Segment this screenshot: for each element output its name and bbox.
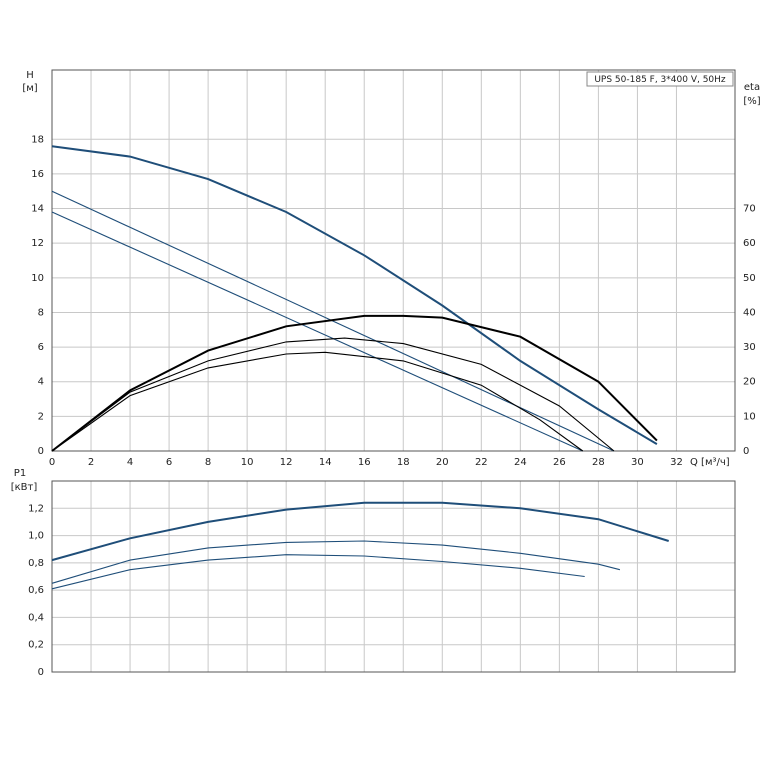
y-tick-label: 0,8 bbox=[28, 558, 44, 569]
x-tick-label: 10 bbox=[241, 457, 254, 468]
x-tick-label: 32 bbox=[670, 457, 683, 468]
x-tick-label: 18 bbox=[397, 457, 410, 468]
y-tick-label: 6 bbox=[38, 342, 44, 353]
x-tick-label: 22 bbox=[475, 457, 488, 468]
curve bbox=[51, 145, 658, 445]
y2-tick-label: 70 bbox=[743, 204, 756, 215]
curve bbox=[51, 337, 615, 452]
x-tick-label: 16 bbox=[358, 457, 371, 468]
x-tick-label: 28 bbox=[592, 457, 605, 468]
chart-title: UPS 50-185 F, 3*400 V, 50Hz bbox=[594, 75, 726, 85]
y-tick-label: 14 bbox=[31, 204, 44, 215]
x-tick-label: 0 bbox=[49, 457, 55, 468]
x-tick-label: 8 bbox=[205, 457, 211, 468]
curve bbox=[51, 540, 621, 584]
y-tick-label: 0,6 bbox=[28, 585, 44, 596]
y-tick-label: 1,2 bbox=[28, 503, 44, 514]
y2-axis-label: eta bbox=[744, 82, 760, 93]
x-tick-label: 12 bbox=[280, 457, 293, 468]
y2-tick-label: 10 bbox=[743, 411, 756, 422]
y-tick-label: 0,4 bbox=[28, 612, 44, 623]
x-tick-label: 24 bbox=[514, 457, 527, 468]
y-tick-label: 0,2 bbox=[28, 640, 44, 651]
y-tick-label: 12 bbox=[31, 238, 44, 249]
y2-tick-label: 20 bbox=[743, 377, 756, 388]
curve bbox=[51, 501, 669, 562]
x-tick-label: 4 bbox=[127, 457, 133, 468]
title-box bbox=[586, 71, 734, 87]
curve bbox=[51, 211, 584, 452]
y2-tick-label: 50 bbox=[743, 273, 756, 284]
y-tick-label: 4 bbox=[38, 377, 44, 388]
y-axis-unit: [кВт] bbox=[11, 482, 38, 493]
y2-tick-label: 30 bbox=[743, 342, 756, 353]
y-axis-label: H bbox=[26, 70, 34, 81]
y-axis-unit: [м] bbox=[22, 83, 37, 94]
y-tick-label: 16 bbox=[31, 169, 44, 180]
x-tick-label: 14 bbox=[319, 457, 332, 468]
plot-frame bbox=[51, 69, 736, 452]
y-tick-label: 18 bbox=[31, 134, 44, 145]
plot-frame bbox=[51, 480, 736, 673]
x-tick-label: 6 bbox=[166, 457, 172, 468]
x-tick-label: 20 bbox=[436, 457, 449, 468]
y-tick-label: 1,0 bbox=[28, 531, 44, 542]
curve bbox=[51, 314, 658, 452]
y-axis-label: P1 bbox=[14, 468, 26, 479]
y2-tick-label: 40 bbox=[743, 307, 756, 318]
x-tick-label: 2 bbox=[88, 457, 94, 468]
x-tick-label: 30 bbox=[631, 457, 644, 468]
y2-tick-label: 0 bbox=[743, 446, 749, 457]
x-tick-label: 26 bbox=[553, 457, 566, 468]
y-tick-label: 2 bbox=[38, 411, 44, 422]
y-tick-label: 10 bbox=[31, 273, 44, 284]
y-tick-label: 8 bbox=[38, 307, 44, 318]
y-tick-label: 0 bbox=[38, 446, 44, 457]
curve bbox=[51, 190, 615, 452]
curve bbox=[51, 351, 584, 452]
x-axis-label: Q [м³/ч] bbox=[690, 457, 730, 468]
curve bbox=[51, 554, 585, 590]
y2-axis-unit: [%] bbox=[743, 96, 760, 107]
y-tick-label: 0 bbox=[38, 667, 44, 678]
y2-tick-label: 60 bbox=[743, 238, 756, 249]
